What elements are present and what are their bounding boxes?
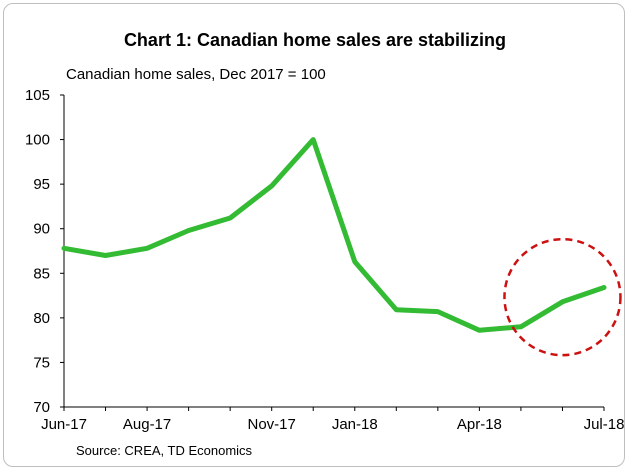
chart-title: Chart 1: Canadian home sales are stabili… [123, 30, 507, 50]
series-line [61, 137, 607, 333]
y-tick-label: 100 [25, 132, 50, 149]
x-tick-label: Nov-17 [248, 416, 296, 433]
x-tick-label: Apr-18 [457, 416, 502, 433]
y-tick-label: 90 [33, 221, 50, 238]
x-tick-label: Aug-17 [123, 416, 171, 433]
x-tick-label: Jun-17 [41, 416, 87, 433]
chart-subtitle: Canadian home sales, Dec 2017 = 100 [66, 66, 326, 83]
y-tick-label: 95 [33, 176, 50, 193]
chart-source: Source: CREA, TD Economics [76, 443, 253, 458]
y-tick-label: 80 [33, 310, 50, 327]
x-tick-label: Jul-18 [584, 416, 625, 433]
x-tick-label: Jan-18 [332, 416, 378, 433]
y-tick-label: 105 [25, 87, 50, 104]
highlight-circle [503, 237, 622, 357]
y-tick-label: 70 [33, 399, 50, 416]
chart-frame [3, 3, 625, 467]
y-tick-label: 75 [33, 354, 50, 371]
y-tick-label: 85 [33, 265, 50, 282]
